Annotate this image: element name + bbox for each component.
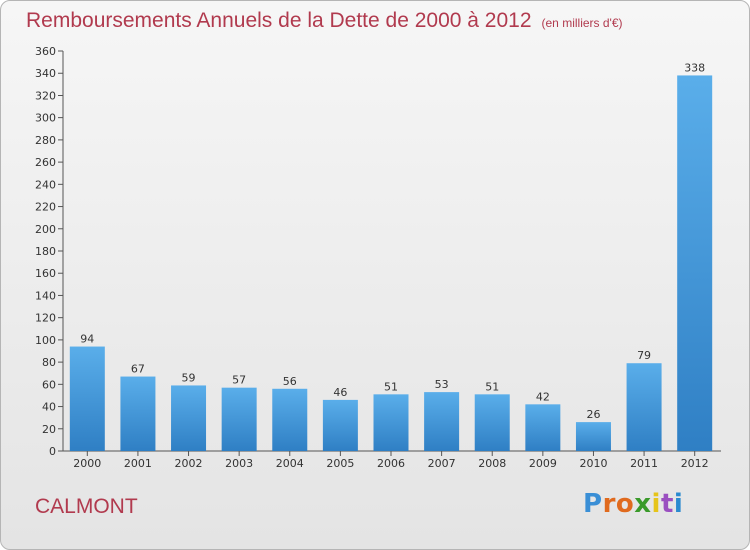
data-label: 53: [435, 378, 449, 391]
bars: 94 67 59 57 56 46 51 53 51 42 26 79 338: [69, 61, 713, 451]
x-tick-label: 2000: [73, 457, 101, 470]
y-tick-label: 320: [35, 89, 56, 102]
y-tick-label: 340: [35, 67, 56, 80]
y-tick-label: 140: [35, 289, 56, 302]
bar: [525, 404, 561, 451]
y-tick-label: 80: [42, 356, 56, 369]
logo-letter: t: [660, 489, 674, 519]
bar: [474, 394, 510, 451]
x-tick-label: 2002: [175, 457, 203, 470]
bar: [677, 75, 713, 451]
commune-name: CALMONT: [35, 495, 138, 518]
bar: [221, 387, 257, 451]
bar: [120, 376, 156, 451]
data-label: 42: [536, 390, 550, 403]
bar: [373, 394, 409, 451]
data-label: 51: [384, 380, 398, 393]
y-tick-label: 120: [35, 312, 56, 325]
y-tick-label: 40: [42, 401, 56, 414]
logo-letter: r: [602, 489, 616, 519]
logo-letter: i: [673, 489, 684, 519]
data-label: 59: [182, 371, 196, 384]
title-row: Remboursements Annuels de la Dette de 20…: [26, 9, 623, 33]
y-tick-label: 260: [35, 156, 56, 169]
x-tick-label: 2006: [377, 457, 405, 470]
data-label: 46: [333, 386, 347, 399]
y-tick-label: 300: [35, 112, 56, 125]
chart-subtitle: (en milliers d'€): [541, 16, 623, 30]
y-tick-label: 20: [42, 423, 56, 436]
logo-letter: i: [651, 489, 661, 519]
bar: [626, 363, 662, 451]
logo-letter: o: [615, 489, 635, 519]
y-tick-label: 360: [35, 45, 56, 58]
data-label: 67: [131, 363, 145, 376]
chart-title: Remboursements Annuels de la Dette de 20…: [26, 9, 532, 32]
bar: [69, 346, 105, 451]
data-label: 338: [684, 61, 705, 74]
y-tick-label: 0: [49, 445, 56, 458]
y-tick-label: 240: [35, 178, 56, 191]
x-tick-label: 2008: [478, 457, 506, 470]
y-tick-label: 100: [35, 334, 56, 347]
data-label: 56: [283, 375, 297, 388]
y-tick-label: 60: [42, 378, 56, 391]
x-tick-label: 2003: [225, 457, 253, 470]
bar: [272, 388, 308, 451]
data-label: 51: [485, 380, 499, 393]
logo-letter: P: [583, 489, 603, 519]
x-tick-label: 2005: [326, 457, 354, 470]
bar: [322, 399, 358, 451]
y-tick-label: 160: [35, 267, 56, 280]
y-tick-label: 220: [35, 201, 56, 214]
data-label: 79: [637, 349, 651, 362]
y-tick-label: 280: [35, 134, 56, 147]
data-label: 26: [586, 408, 600, 421]
axes: 0 20 40 60 80 100 120 140 160 180 200 220 240 260 280 3…: [35, 45, 721, 470]
x-tick-label: 2007: [428, 457, 456, 470]
x-tick-label: 2001: [124, 457, 152, 470]
y-tick-label: 180: [35, 245, 56, 258]
y-tick-label: 200: [35, 223, 56, 236]
x-tick-label: 2010: [579, 457, 607, 470]
bar: [424, 392, 460, 451]
proxiti-logo: Proxiti: [583, 489, 683, 519]
x-tick-label: 2011: [630, 457, 658, 470]
x-tick-label: 2012: [681, 457, 709, 470]
data-label: 94: [80, 333, 94, 346]
bar: [171, 385, 207, 451]
x-tick-label: 2009: [529, 457, 557, 470]
x-tick-label: 2004: [276, 457, 304, 470]
logo-letter: x: [634, 489, 652, 519]
bar: [575, 422, 611, 451]
data-label: 57: [232, 374, 246, 387]
